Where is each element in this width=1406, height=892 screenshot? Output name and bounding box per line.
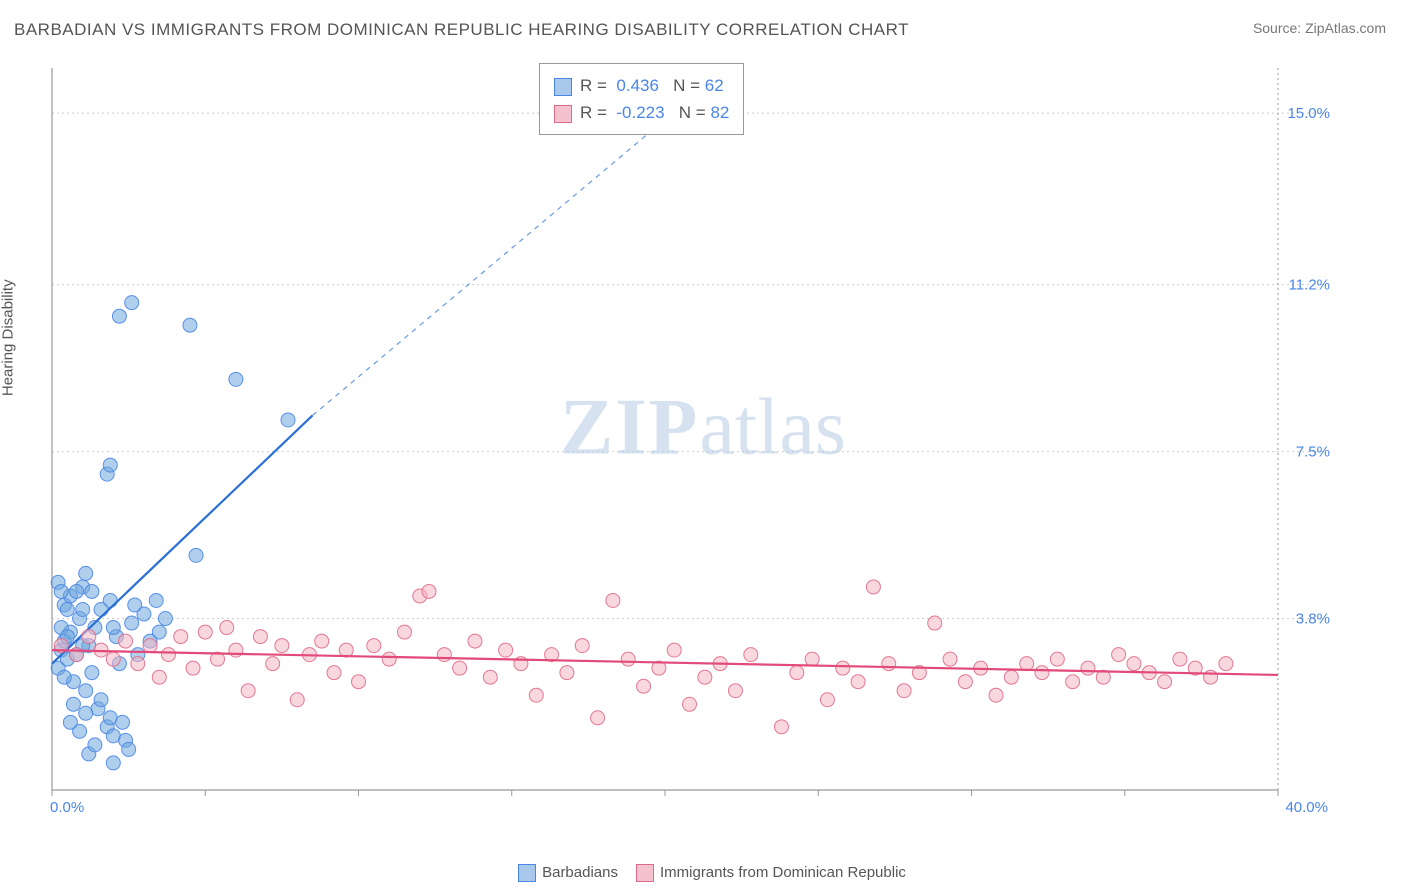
correlation-stats-box: R = 0.436 N = 62R = -0.223 N = 82 xyxy=(539,63,744,135)
legend-label: Immigrants from Dominican Republic xyxy=(660,864,906,881)
svg-text:15.0%: 15.0% xyxy=(1287,105,1330,122)
stats-N-label: N = xyxy=(679,103,706,122)
legend: Barbadians Immigrants from Dominican Repu… xyxy=(0,864,1406,882)
legend-swatch xyxy=(518,864,536,882)
svg-text:40.0%: 40.0% xyxy=(1285,799,1328,816)
svg-text:7.5%: 7.5% xyxy=(1296,444,1330,461)
source-prefix: Source: xyxy=(1253,20,1305,36)
plot-area: 3.8% 7.5% 11.2% 15.0% 0.0% 40.0% xyxy=(48,60,1338,820)
stats-row: R = -0.223 N = 82 xyxy=(554,99,729,126)
source-attribution: Source: ZipAtlas.com xyxy=(1253,20,1386,36)
legend-swatch xyxy=(636,864,654,882)
stats-N-value: 82 xyxy=(710,103,729,122)
svg-text:11.2%: 11.2% xyxy=(1289,277,1330,294)
svg-text:0.0%: 0.0% xyxy=(50,799,84,816)
stats-R-label: R = xyxy=(580,103,607,122)
legend-item: Barbadians xyxy=(500,864,618,881)
stats-swatch xyxy=(554,78,572,96)
stats-N-value: 62 xyxy=(705,76,724,95)
legend-item: Immigrants from Dominican Republic xyxy=(618,864,906,881)
stats-swatch xyxy=(554,105,572,123)
stats-R-value: 0.436 xyxy=(616,76,659,95)
scatter-plot-svg: 3.8% 7.5% 11.2% 15.0% 0.0% 40.0% xyxy=(48,60,1338,820)
y-axis-label: Hearing Disability xyxy=(0,279,17,396)
source-link[interactable]: ZipAtlas.com xyxy=(1305,20,1386,36)
stats-N-label: N = xyxy=(673,76,700,95)
stats-R-value: -0.223 xyxy=(616,103,664,122)
svg-text:3.8%: 3.8% xyxy=(1296,611,1330,628)
chart-container: BARBADIAN VS IMMIGRANTS FROM DOMINICAN R… xyxy=(0,0,1406,892)
chart-title: BARBADIAN VS IMMIGRANTS FROM DOMINICAN R… xyxy=(14,20,909,40)
legend-label: Barbadians xyxy=(542,864,618,881)
stats-row: R = 0.436 N = 62 xyxy=(554,72,729,99)
stats-R-label: R = xyxy=(580,76,607,95)
